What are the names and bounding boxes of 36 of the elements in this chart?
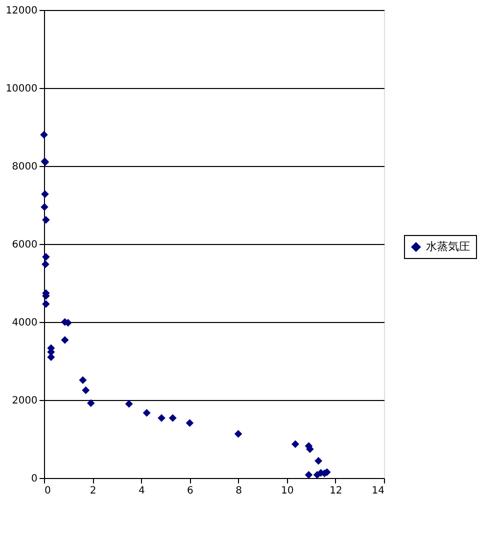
x-tick-label: 14 [372,486,384,496]
point [158,414,166,422]
point [291,440,300,448]
point [42,300,50,308]
point [142,408,151,417]
point [168,414,177,422]
point [42,216,50,224]
x-tick-label: 0 [44,486,51,496]
x-tick-label: 6 [187,486,194,496]
point [61,336,69,344]
x-tick-label: 8 [236,486,242,496]
x-tick-label: 10 [280,486,294,496]
y-tick-label: 2000 [12,396,38,406]
point [78,376,87,384]
point [186,419,194,427]
y-tick-label: 6000 [12,240,38,250]
point [40,203,48,211]
y-tick-label: 0 [31,474,38,484]
point [125,400,133,408]
x-tick-label: 4 [138,486,145,496]
point [234,430,242,438]
point [314,456,322,465]
x-tick-label: 12 [330,486,342,496]
legend-label: 水蒸気圧 [426,240,470,253]
point [42,260,50,268]
point [304,471,313,479]
point [82,386,90,394]
point [40,130,48,139]
point [87,399,95,407]
y-tick-label: 4000 [12,318,38,328]
x-tick-label: 2 [90,486,96,496]
y-tick-label: 8000 [12,162,38,172]
y-tick-label: 12000 [6,6,38,16]
y-tick-label: 10000 [6,84,38,94]
point [42,252,50,261]
point [41,190,49,198]
